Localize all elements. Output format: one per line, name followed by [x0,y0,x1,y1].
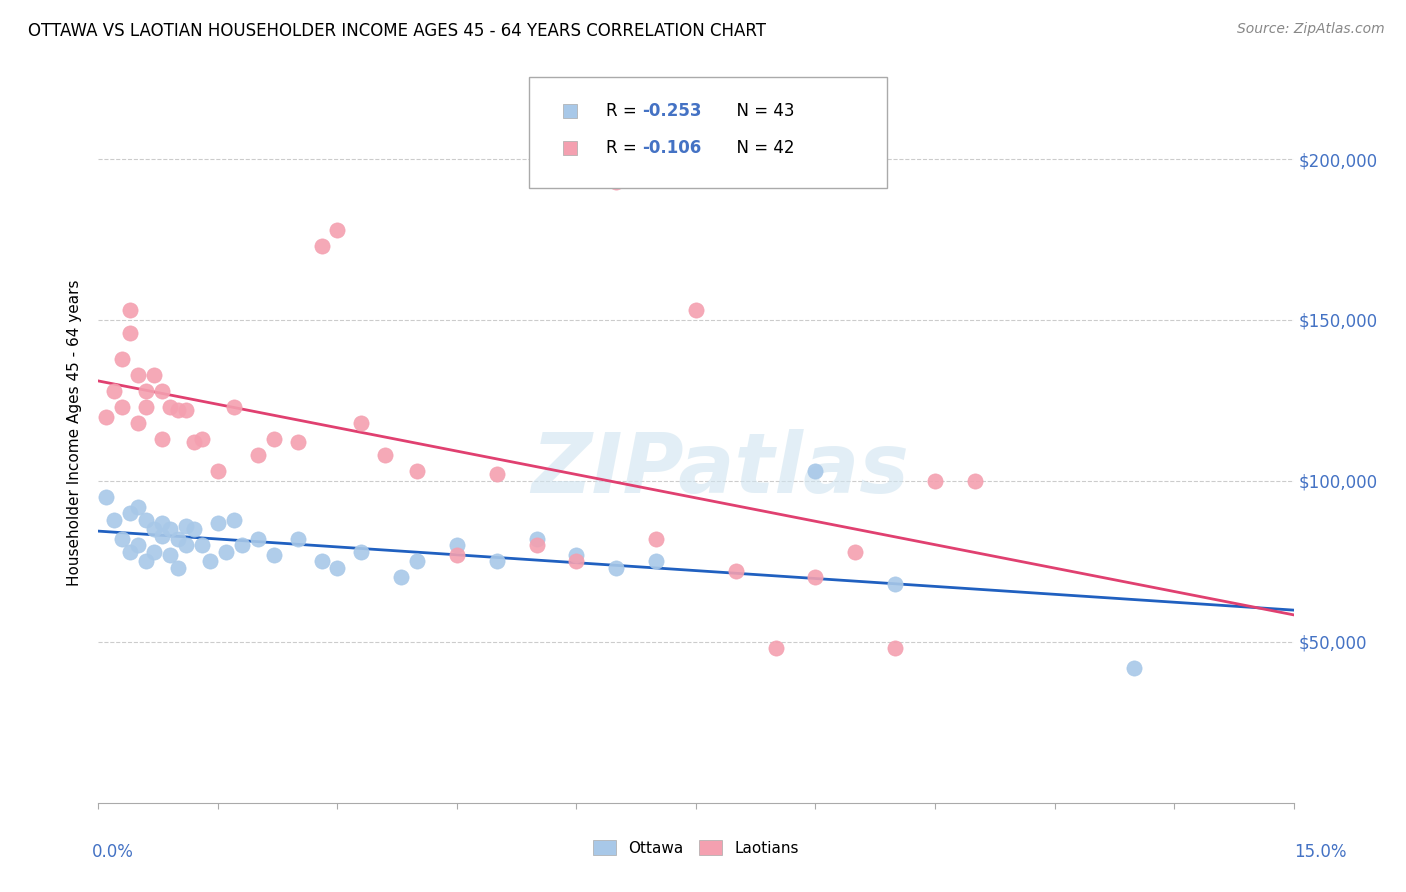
Point [96,409,118,424]
Point [120,506,142,520]
Text: R =: R = [606,102,643,120]
Point [183,522,205,536]
Point [103,384,125,398]
FancyBboxPatch shape [529,78,887,188]
Point [222,400,245,414]
Point [246,532,269,546]
Text: R =: R = [606,138,643,157]
Point [645,532,668,546]
Point [406,554,429,568]
Point [174,403,197,417]
Point [167,532,190,546]
Point [884,577,907,591]
Point [350,416,373,430]
Point [96,490,118,504]
Point [150,384,173,398]
Point [231,538,253,552]
Point [150,432,173,446]
Point [446,548,468,562]
Point [1123,660,1146,674]
Point [605,561,627,575]
Point [143,522,166,536]
Point [167,561,190,575]
Text: N = 43: N = 43 [725,102,794,120]
Point [120,303,142,318]
Point [326,223,349,237]
Point [111,400,134,414]
Point [135,554,157,568]
Point [215,545,238,559]
Point [198,554,221,568]
Point [287,532,309,546]
Point [389,570,412,584]
Point [222,512,245,526]
Text: Source: ZipAtlas.com: Source: ZipAtlas.com [1237,22,1385,37]
Point [191,432,214,446]
Point [263,548,285,562]
Text: 15.0%: 15.0% [1295,843,1347,861]
Point [804,464,827,478]
Point [143,545,166,559]
Point [287,435,309,450]
Point [135,384,157,398]
Point [207,464,229,478]
Point [111,532,134,546]
Point [183,435,205,450]
Text: 0.0%: 0.0% [91,843,134,861]
Point [135,512,157,526]
Point [374,448,396,462]
Point [127,416,149,430]
Point [526,538,548,552]
Legend: Ottawa, Laotians: Ottawa, Laotians [588,834,804,862]
Point [565,548,588,562]
Point [159,548,181,562]
Point [446,538,468,552]
Point [685,303,707,318]
Point [174,538,197,552]
Point [844,545,866,559]
Text: -0.253: -0.253 [643,102,702,120]
Point [207,516,229,530]
Point [120,326,142,340]
Point [127,368,149,382]
Point [127,500,149,514]
Y-axis label: Householder Income Ages 45 - 64 years: Householder Income Ages 45 - 64 years [67,279,83,586]
Point [326,561,349,575]
Point [526,532,548,546]
Point [765,641,787,656]
Text: -0.106: -0.106 [643,138,702,157]
Point [884,641,907,656]
Point [174,519,197,533]
Point [103,512,125,526]
Point [111,351,134,366]
Text: ZIPatlas: ZIPatlas [531,429,908,510]
Point [804,570,827,584]
Point [963,474,986,488]
Point [143,368,166,382]
Point [645,554,668,568]
Point [127,538,149,552]
Point [406,464,429,478]
Text: N = 42: N = 42 [725,138,794,157]
Point [311,239,333,253]
Point [159,400,181,414]
Point [167,403,190,417]
Point [191,538,214,552]
Point [485,554,508,568]
Point [350,545,373,559]
Point [724,564,747,578]
Point [159,522,181,536]
Point [311,554,333,568]
Point [246,448,269,462]
Point [924,474,946,488]
Point [120,545,142,559]
Text: OTTAWA VS LAOTIAN HOUSEHOLDER INCOME AGES 45 - 64 YEARS CORRELATION CHART: OTTAWA VS LAOTIAN HOUSEHOLDER INCOME AGE… [28,22,766,40]
Point [135,400,157,414]
Point [485,467,508,482]
Point [565,554,588,568]
Point [263,432,285,446]
Point [150,516,173,530]
Point [605,175,627,189]
Point [150,528,173,542]
